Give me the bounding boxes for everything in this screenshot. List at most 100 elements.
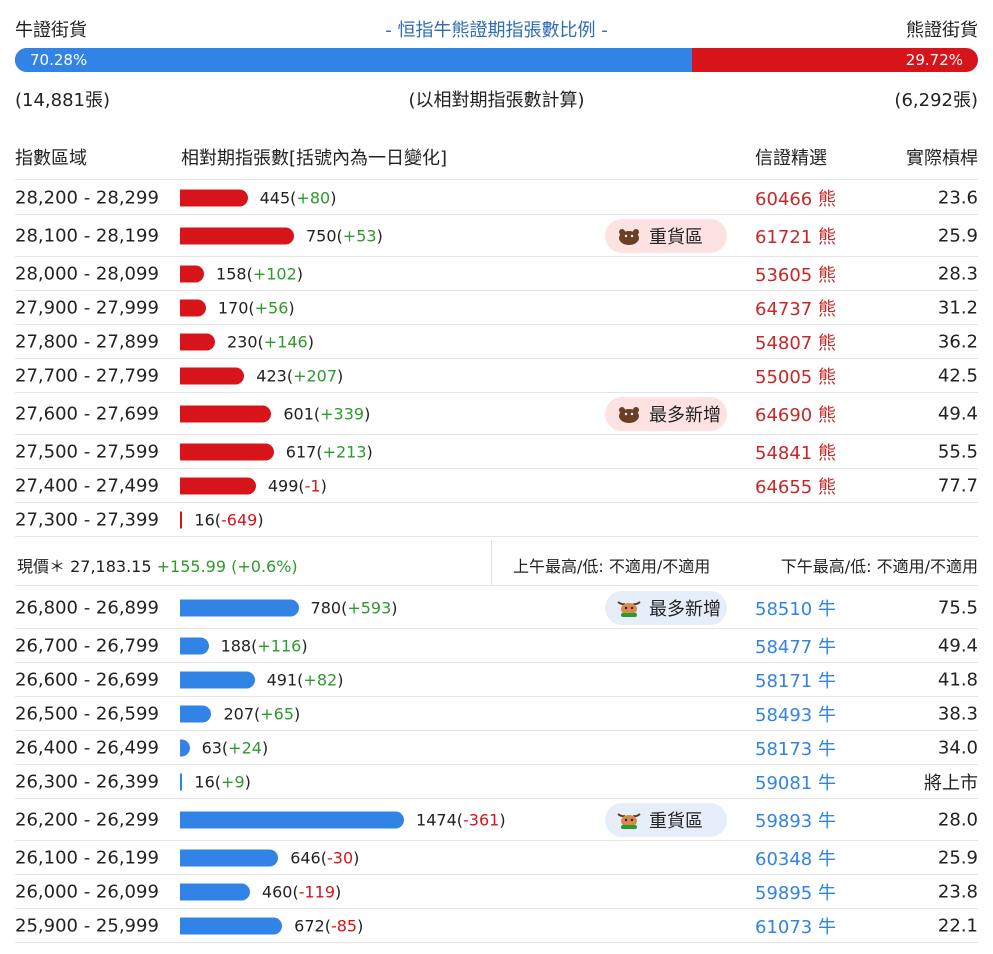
bear-count-bar [180,299,206,316]
warrant-code-link[interactable]: 58171 牛 [755,670,836,692]
effective-leverage: 42.5 [937,365,978,386]
effective-leverage: 23.8 [937,881,978,902]
bear-count-bar [180,265,205,282]
index-range: 27,700 - 27,799 [15,365,159,386]
warrant-code-link[interactable]: 64690 熊 [755,404,836,426]
warrant-code-link[interactable]: 55005 熊 [755,366,836,388]
index-range: 27,500 - 27,599 [15,441,159,462]
contract-count: 780(+593) [310,598,398,617]
bear-rows: 28,200 - 28,299 445(+80) 60466 熊 23.6 28,100… [15,181,978,537]
bull-percentage: 70.28% [30,51,88,69]
warrant-code-link[interactable]: 59081 牛 [755,772,836,794]
effective-leverage: 28.3 [937,263,978,284]
contract-count: 230(+146) [226,332,314,351]
bear-highlight-tag: 最多新增 [605,396,727,431]
effective-leverage: 38.3 [937,703,978,724]
bull-row: 26,500 - 26,599 207(+65) 58493 牛 38.3 [15,697,978,731]
bear-count-bar [180,405,272,422]
bull-highlight-tag: 最多新增 [605,590,727,625]
contract-count: 491(+82) [266,670,344,689]
bull-ratio-fill [15,48,692,72]
afternoon-high-low: 下午最高/低: 不適用/不適用 [780,557,978,576]
bear-count-bar [180,333,215,350]
index-range: 26,500 - 26,599 [15,703,159,724]
spot-price: 現價＊ 27,183.15 +155.99 (+0.6%) [17,553,298,577]
warrant-code-link[interactable]: 58510 牛 [755,598,836,620]
contract-count: 16(-649) [194,510,264,529]
index-range: 26,300 - 26,399 [15,771,159,792]
bull-count-bar [180,917,283,934]
index-range: 26,800 - 26,899 [15,597,159,618]
bear-row: 27,800 - 27,899 230(+146) 54807 熊 36.2 [15,325,978,359]
bear-row: 27,500 - 27,599 617(+213) 54841 熊 55.5 [15,435,978,469]
effective-leverage: 49.4 [937,403,978,424]
bull-count-bar [180,849,279,866]
contract-count: 617(+213) [285,442,373,461]
contract-count: 207(+65) [223,704,301,723]
warrant-code-link[interactable]: 64737 熊 [755,298,836,320]
tag-label: 重貨區 [649,226,703,248]
bull-count-bar [180,599,299,616]
warrant-code-link[interactable]: 59895 牛 [755,882,836,904]
bull-row: 26,000 - 26,099 460(-119) 59895 牛 23.8 [15,875,978,909]
spot-price-row: 現價＊ 27,183.15 +155.99 (+0.6%) 上午最高/低: 不適… [15,540,978,586]
bull-row: 26,100 - 26,199 646(-30) 60348 牛 25.9 [15,841,978,875]
effective-leverage: 將上市 [924,772,978,794]
warrant-code-link[interactable]: 64655 熊 [755,476,836,498]
bear-icon [619,228,639,245]
bull-highlight-tag: 重貨區 [605,802,727,837]
spot-change: +155.99 (+0.6%) [156,557,298,576]
morning-high-low: 上午最高/低: 不適用/不適用 [513,557,711,576]
bull-count-bar [180,705,212,722]
warrant-code-link[interactable]: 60466 熊 [755,188,836,210]
effective-leverage: 49.4 [937,635,978,656]
index-range: 25,900 - 25,999 [15,915,159,936]
bear-count-bar [180,227,294,244]
warrant-code-link[interactable]: 61073 牛 [755,916,836,938]
column-header-count: 相對期指張數[括號內為一日變化] [181,148,448,169]
column-header-select: 信證精選 [755,148,827,169]
index-range: 27,800 - 27,899 [15,331,159,352]
index-range: 26,000 - 26,099 [15,881,159,902]
bear-row: 27,600 - 27,699 601(+339) 最多新增 64690 熊 49.4 [15,393,978,435]
contract-count: 63(+24) [201,738,269,757]
contract-count: 672(-85) [294,916,364,935]
warrant-code-link[interactable]: 53605 熊 [755,264,836,286]
contract-count: 445(+80) [259,188,337,207]
bull-row: 26,800 - 26,899 780(+593) 最多新增 58510 牛 75.5 [15,587,978,629]
warrant-code-link[interactable]: 54807 熊 [755,332,836,354]
table-header: 指數區域 相對期指張數[括號內為一日變化] 信證精選 實際槓桿 [15,140,978,180]
bear-row: 27,300 - 27,399 16(-649) [15,503,978,537]
warrant-code-link[interactable]: 54841 熊 [755,442,836,464]
bull-count-bar [180,671,255,688]
effective-leverage: 28.0 [937,809,978,830]
warrant-code-link[interactable]: 58173 牛 [755,738,836,760]
warrant-code-link[interactable]: 59893 牛 [755,810,836,832]
bull-count-bar [180,773,183,790]
bear-row: 28,100 - 28,199 750(+53) 重貨區 61721 熊 25.9 [15,215,978,257]
warrant-code-link[interactable]: 60348 牛 [755,848,836,870]
index-range: 28,200 - 28,299 [15,187,159,208]
warrant-code-link[interactable]: 58493 牛 [755,704,836,726]
effective-leverage: 34.0 [937,737,978,758]
tag-label: 重貨區 [649,810,703,832]
bull-icon [617,600,641,617]
bear-count-bar [180,511,183,528]
column-header-leverage: 實際槓桿 [906,148,978,169]
effective-leverage: 31.2 [937,297,978,318]
bull-row: 26,600 - 26,699 491(+82) 58171 牛 41.8 [15,663,978,697]
bull-row: 25,900 - 25,999 672(-85) 61073 牛 22.1 [15,909,978,943]
warrant-code-link[interactable]: 61721 熊 [755,226,836,248]
bull-row: 26,400 - 26,499 63(+24) 58173 牛 34.0 [15,731,978,765]
contract-count: 16(+9) [194,772,251,791]
warrant-code-link[interactable]: 58477 牛 [755,636,836,658]
contract-count: 1474(-361) [416,810,506,829]
effective-leverage: 77.7 [937,475,978,496]
spot-label: 現價＊ [17,557,66,576]
contract-count: 646(-30) [290,848,360,867]
effective-leverage: 41.8 [937,669,978,690]
index-range: 27,600 - 27,699 [15,403,159,424]
calculation-note: (以相對期指張數計算) [408,90,585,111]
bull-outstanding-label: 牛證街貨 [15,20,87,41]
contract-count: 170(+56) [217,298,295,317]
